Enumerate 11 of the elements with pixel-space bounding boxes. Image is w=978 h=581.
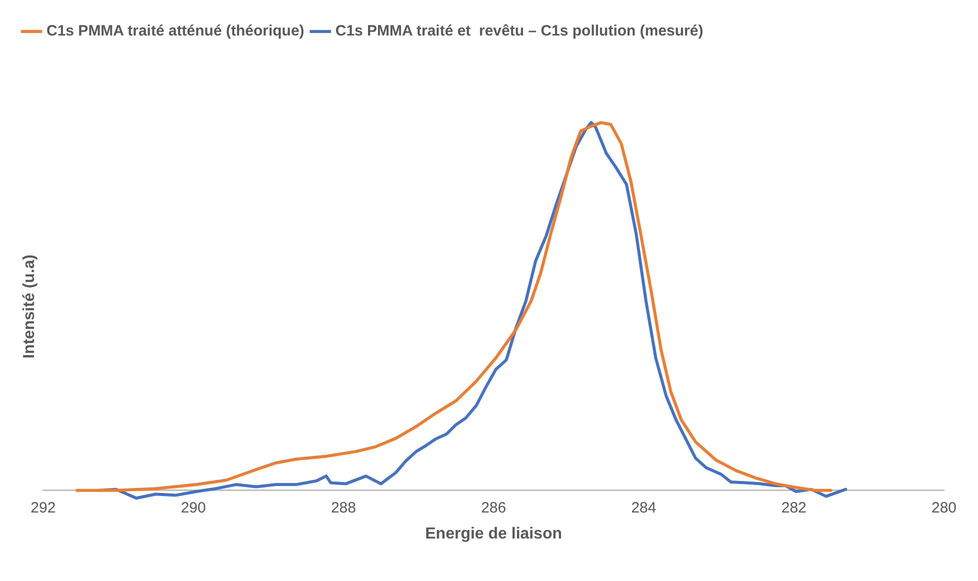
x-tick-label: 282 [781,500,806,517]
x-tick-label: 280 [931,500,957,517]
x-tick-label: 286 [481,500,506,517]
x-tick-label: 284 [631,500,656,517]
x-axis-title: Energie de liaison [425,525,562,542]
x-tick-label: 290 [180,500,206,517]
y-axis-title: Intensité (u.a) [21,254,38,359]
legend-label: C1s PMMA traité et revêtu – C1s pollution (mesuré) [335,22,704,40]
x-tick-label: 292 [30,500,56,517]
legend-label: C1s PMMA traité atténué (théorique) [46,22,304,40]
x-tick-label: 288 [330,500,356,517]
